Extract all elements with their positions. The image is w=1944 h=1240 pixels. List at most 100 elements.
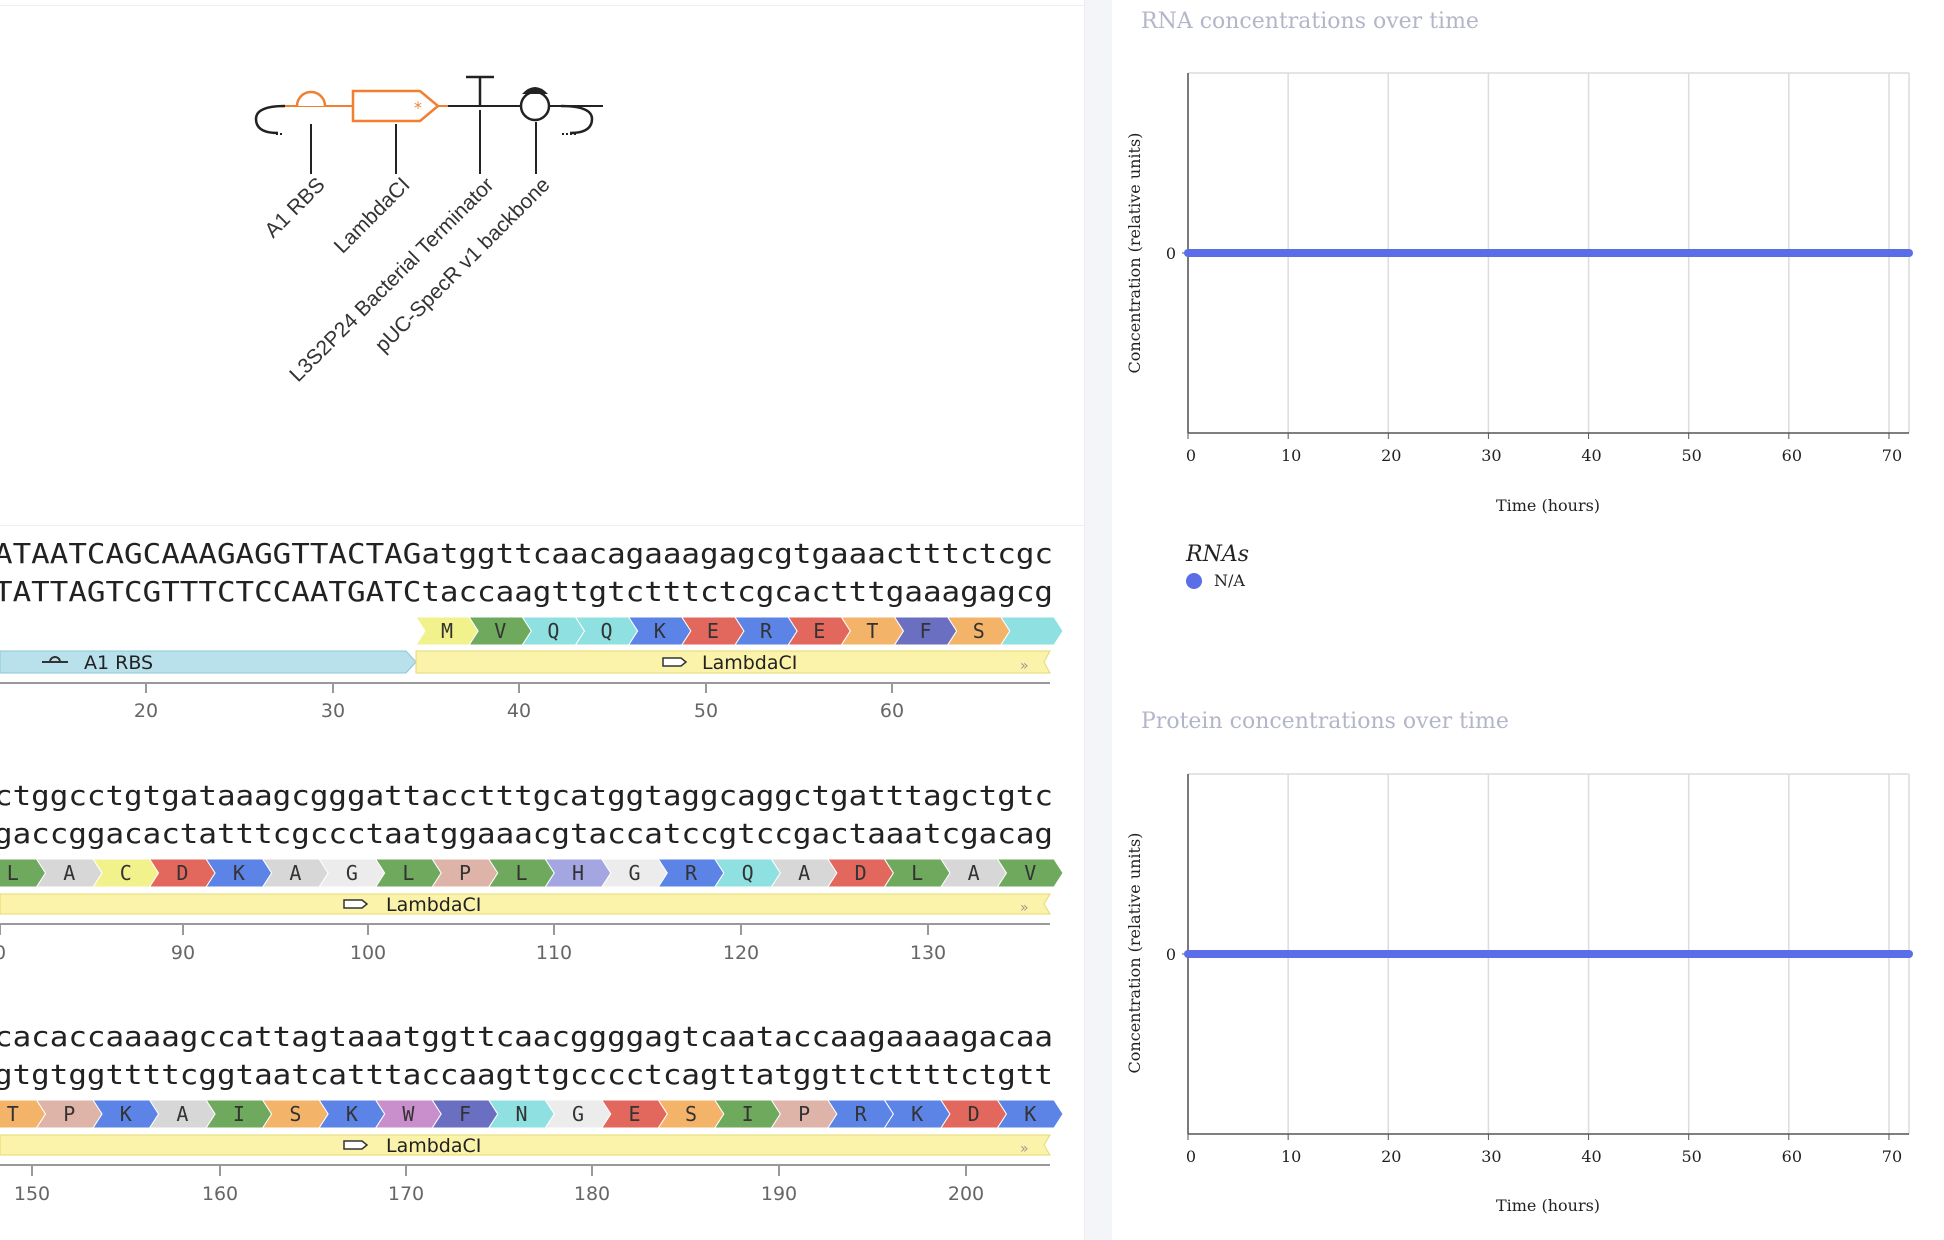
feature-lambdaci[interactable]	[0, 893, 1051, 915]
x-tick-label: 40	[1581, 446, 1601, 465]
amino-acid-label: K	[1024, 1102, 1036, 1126]
cds-icon	[343, 899, 369, 909]
amino-acid-label: Q	[742, 861, 754, 885]
position-label: 170	[388, 1183, 424, 1205]
amino-acid-label: M	[441, 619, 453, 643]
x-tick-label: 10	[1281, 446, 1301, 465]
position-label: 130	[910, 942, 946, 964]
amino-acid-label: F	[920, 619, 932, 643]
amino-acid-label: I	[742, 1102, 754, 1126]
position-label: 180	[574, 1183, 610, 1205]
amino-acid-label: E	[813, 619, 825, 643]
design-panel: * A1 RBS LambdaCI L3S2P24 Bacterial Term…	[0, 0, 1085, 1240]
position-label: 110	[536, 942, 572, 964]
amino-acid-label: P	[459, 861, 471, 885]
amino-acid-label: K	[233, 861, 245, 885]
position-label: 120	[723, 942, 759, 964]
amino-acid-label: T	[7, 1102, 19, 1126]
svg-text:»: »	[1020, 900, 1029, 916]
dna-top-strand: cacaccaaaagccattagtaaatggttcaacggggagtca…	[0, 1021, 1053, 1053]
svg-text:»: »	[1020, 658, 1029, 674]
x-tick-label: 20	[1381, 446, 1401, 465]
amino-acid-label: K	[654, 619, 666, 643]
amino-acid-label: Q	[601, 619, 613, 643]
svg-text:*: *	[414, 98, 422, 117]
sbol-glyph-diagram: * A1 RBS LambdaCI L3S2P24 Bacterial Term…	[254, 75, 603, 387]
position-label: 30	[321, 700, 345, 722]
y-tick-label: 0	[1166, 945, 1176, 964]
x-tick-label: 0	[1186, 446, 1196, 465]
amino-acid-label: Q	[547, 619, 559, 643]
amino-acid-chevron[interactable]	[996, 858, 1064, 888]
rna-chart: RNA concentrations over time 0 10 20 30 40 50…	[1125, 9, 1913, 515]
sequence-row[interactable]: cacaccaaaagccattagtaaatggttcaacggggagtca…	[0, 1013, 1084, 1240]
dna-top-strand: ATAATCAGCAAAGAGGTTACTAGatggttcaacagaaaga…	[0, 538, 1053, 570]
position-label: 190	[761, 1183, 797, 1205]
legend-item[interactable]: N/A	[1186, 571, 1249, 590]
x-tick-label: 10	[1281, 1147, 1301, 1166]
amino-acid-label: A	[798, 861, 810, 885]
amino-acid-label: V	[494, 619, 506, 643]
amino-acid-label: K	[911, 1102, 923, 1126]
position-label: 100	[350, 942, 386, 964]
x-tick-label: 30	[1481, 446, 1501, 465]
amino-acid-label: S	[685, 1102, 697, 1126]
svg-text:»: »	[1020, 1141, 1029, 1157]
x-tick-label: 60	[1782, 446, 1802, 465]
cds-icon	[662, 657, 688, 667]
chart-title: Protein concentrations over time	[1141, 709, 1509, 734]
amino-acid-label: D	[855, 861, 867, 885]
y-axis-label: Concentration (relative units)	[1125, 833, 1144, 1074]
amino-acid-label: L	[515, 861, 527, 885]
y-axis-label: Concentration (relative units)	[1125, 133, 1144, 374]
x-tick-label: 70	[1882, 446, 1902, 465]
feature-a1-rbs[interactable]	[0, 650, 417, 674]
position-label: 200	[948, 1183, 984, 1205]
amino-acid-chevron[interactable]	[996, 1099, 1064, 1129]
amino-acid-label: S	[973, 619, 985, 643]
amino-acid-label: T	[866, 619, 878, 643]
x-tick-label: 50	[1682, 446, 1702, 465]
y-tick-label: 0	[1166, 244, 1176, 263]
feature-icon	[42, 656, 68, 663]
amino-acid-label: S	[289, 1102, 301, 1126]
amino-acid-label: R	[855, 1102, 868, 1126]
amino-acid-label: G	[629, 861, 641, 885]
amino-acid-label: N	[515, 1102, 527, 1126]
amino-acid-label: K	[120, 1102, 132, 1126]
feature-lambdaci[interactable]	[415, 650, 1051, 674]
amino-acid-label: F	[459, 1102, 471, 1126]
position-label: 20	[134, 700, 158, 722]
rbs-glyph	[295, 90, 327, 107]
sequence-row[interactable]: ctggcctgtgataaagcgggattacctttgcatggtaggc…	[0, 772, 1084, 972]
feature-label: LambdaCI	[386, 894, 481, 916]
sequence-row[interactable]: ATAATCAGCAAAGAGGTTACTAGatggttcaacagaaaga…	[0, 530, 1084, 730]
terminator-glyph	[466, 75, 494, 106]
divider	[0, 525, 1084, 526]
position-label: 60	[880, 700, 904, 722]
x-tick-label: 20	[1381, 1147, 1401, 1166]
feature-label: LambdaCI	[702, 652, 797, 674]
amino-acid-label: D	[968, 1102, 980, 1126]
amino-acid-label: W	[402, 1102, 415, 1126]
position-label: 90	[171, 942, 195, 964]
amino-acid-chevron[interactable]	[999, 616, 1064, 646]
legend-swatch	[1186, 572, 1202, 589]
amino-acid-label: K	[346, 1102, 358, 1126]
dna-bottom-strand: gaccggacactatttcgccctaatggaaacgtaccatccg…	[0, 818, 1053, 850]
x-tick-label: 50	[1682, 1147, 1702, 1166]
protein-chart: Protein concentrations over time 0 10 20 30…	[1125, 709, 1913, 1215]
feature-lambdaci[interactable]	[0, 1134, 1051, 1156]
amino-acid-label: C	[120, 861, 132, 885]
position-label: 0	[0, 942, 6, 964]
glyph-label-a1-rbs: A1 RBS	[260, 173, 329, 242]
cds-glyph	[351, 89, 440, 123]
amino-acid-label: P	[798, 1102, 810, 1126]
amino-acid-label: L	[402, 861, 414, 885]
amino-acid-label: P	[63, 1102, 75, 1126]
amino-acid-label: G	[346, 861, 358, 885]
feature-label: A1 RBS	[84, 652, 153, 674]
x-axis-label: Time (hours)	[1496, 496, 1600, 515]
x-tick-label: 60	[1782, 1147, 1802, 1166]
position-label: 150	[14, 1183, 50, 1205]
